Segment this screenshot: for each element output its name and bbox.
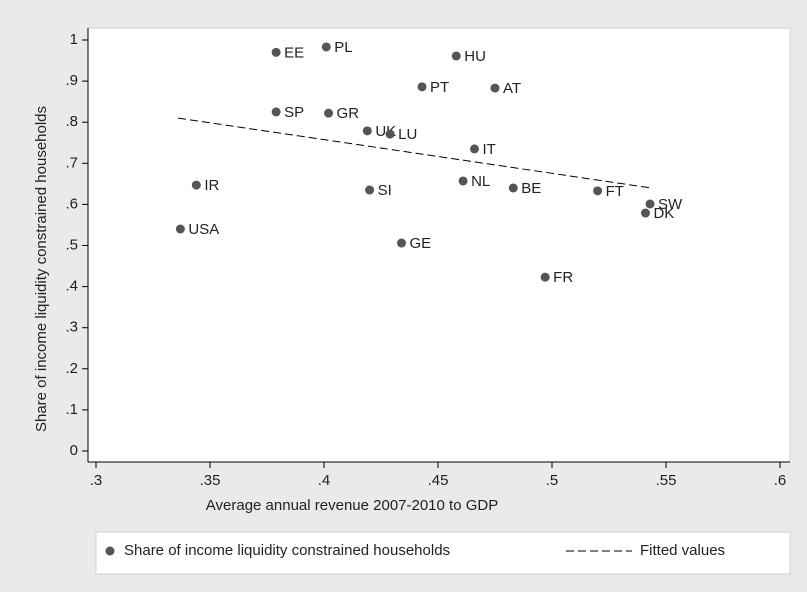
y-tick-label: .8 bbox=[65, 113, 78, 130]
point bbox=[191, 180, 201, 190]
point-label: FT bbox=[606, 183, 624, 200]
point-label: FR bbox=[553, 269, 573, 286]
point-label: EE bbox=[284, 44, 304, 61]
point bbox=[385, 129, 395, 139]
y-tick-label: .2 bbox=[65, 360, 78, 377]
point-label: BE bbox=[521, 180, 541, 197]
point-label: GE bbox=[410, 235, 432, 252]
point-label: IT bbox=[482, 141, 495, 158]
point-label: PL bbox=[334, 39, 352, 56]
point-label: AT bbox=[503, 80, 521, 97]
y-tick-label: .9 bbox=[65, 72, 78, 89]
y-tick-label: 0 bbox=[70, 442, 78, 459]
point bbox=[640, 208, 650, 218]
point bbox=[321, 42, 331, 52]
x-tick-label: .5 bbox=[546, 472, 559, 489]
point bbox=[490, 83, 500, 93]
point bbox=[540, 272, 550, 282]
y-tick-label: .7 bbox=[65, 154, 78, 171]
point-label: SI bbox=[378, 182, 392, 199]
legend bbox=[95, 531, 791, 575]
point bbox=[593, 186, 603, 196]
y-axis-title: Share of income liquidity constrained ho… bbox=[33, 106, 50, 432]
point-label: DK bbox=[653, 205, 674, 222]
y-tick-label: .3 bbox=[65, 319, 78, 336]
point-label: PT bbox=[430, 79, 449, 96]
x-axis-title: Average annual revenue 2007-2010 to GDP bbox=[206, 497, 498, 514]
x-tick-label: .55 bbox=[656, 472, 677, 489]
point bbox=[175, 224, 185, 234]
point bbox=[271, 47, 281, 57]
point bbox=[397, 238, 407, 248]
y-tick-label: .5 bbox=[65, 236, 78, 253]
fitted-line bbox=[178, 117, 652, 189]
y-tick-label: 1 bbox=[70, 31, 78, 48]
point-label: SP bbox=[284, 104, 304, 121]
point bbox=[324, 108, 334, 118]
x-tick-label: .35 bbox=[200, 472, 221, 489]
x-tick-label: .6 bbox=[774, 472, 787, 489]
point bbox=[469, 144, 479, 154]
point bbox=[458, 176, 468, 186]
x-tick-label: .4 bbox=[318, 472, 331, 489]
point bbox=[417, 82, 427, 92]
point-label: GR bbox=[337, 105, 360, 122]
y-tick-label: .6 bbox=[65, 195, 78, 212]
point bbox=[508, 183, 518, 193]
legend-label: Fitted values bbox=[640, 542, 725, 559]
x-tick-label: .45 bbox=[428, 472, 449, 489]
point-label: SW bbox=[658, 196, 683, 213]
point bbox=[645, 199, 655, 209]
point bbox=[451, 51, 461, 61]
plot-area bbox=[87, 27, 791, 463]
point bbox=[362, 126, 372, 136]
point-label: NL bbox=[471, 173, 490, 190]
y-tick-label: .4 bbox=[65, 278, 78, 295]
point bbox=[271, 107, 281, 117]
legend-label: Share of income liquidity constrained ho… bbox=[124, 542, 450, 559]
y-tick-label: .1 bbox=[65, 401, 78, 418]
point-label: IR bbox=[204, 177, 219, 194]
legend-marker bbox=[105, 546, 115, 556]
point-label: LU bbox=[398, 126, 417, 143]
x-tick-label: .3 bbox=[90, 472, 103, 489]
point-label: USA bbox=[188, 221, 219, 238]
point-label: HU bbox=[464, 48, 486, 65]
point bbox=[365, 185, 375, 195]
